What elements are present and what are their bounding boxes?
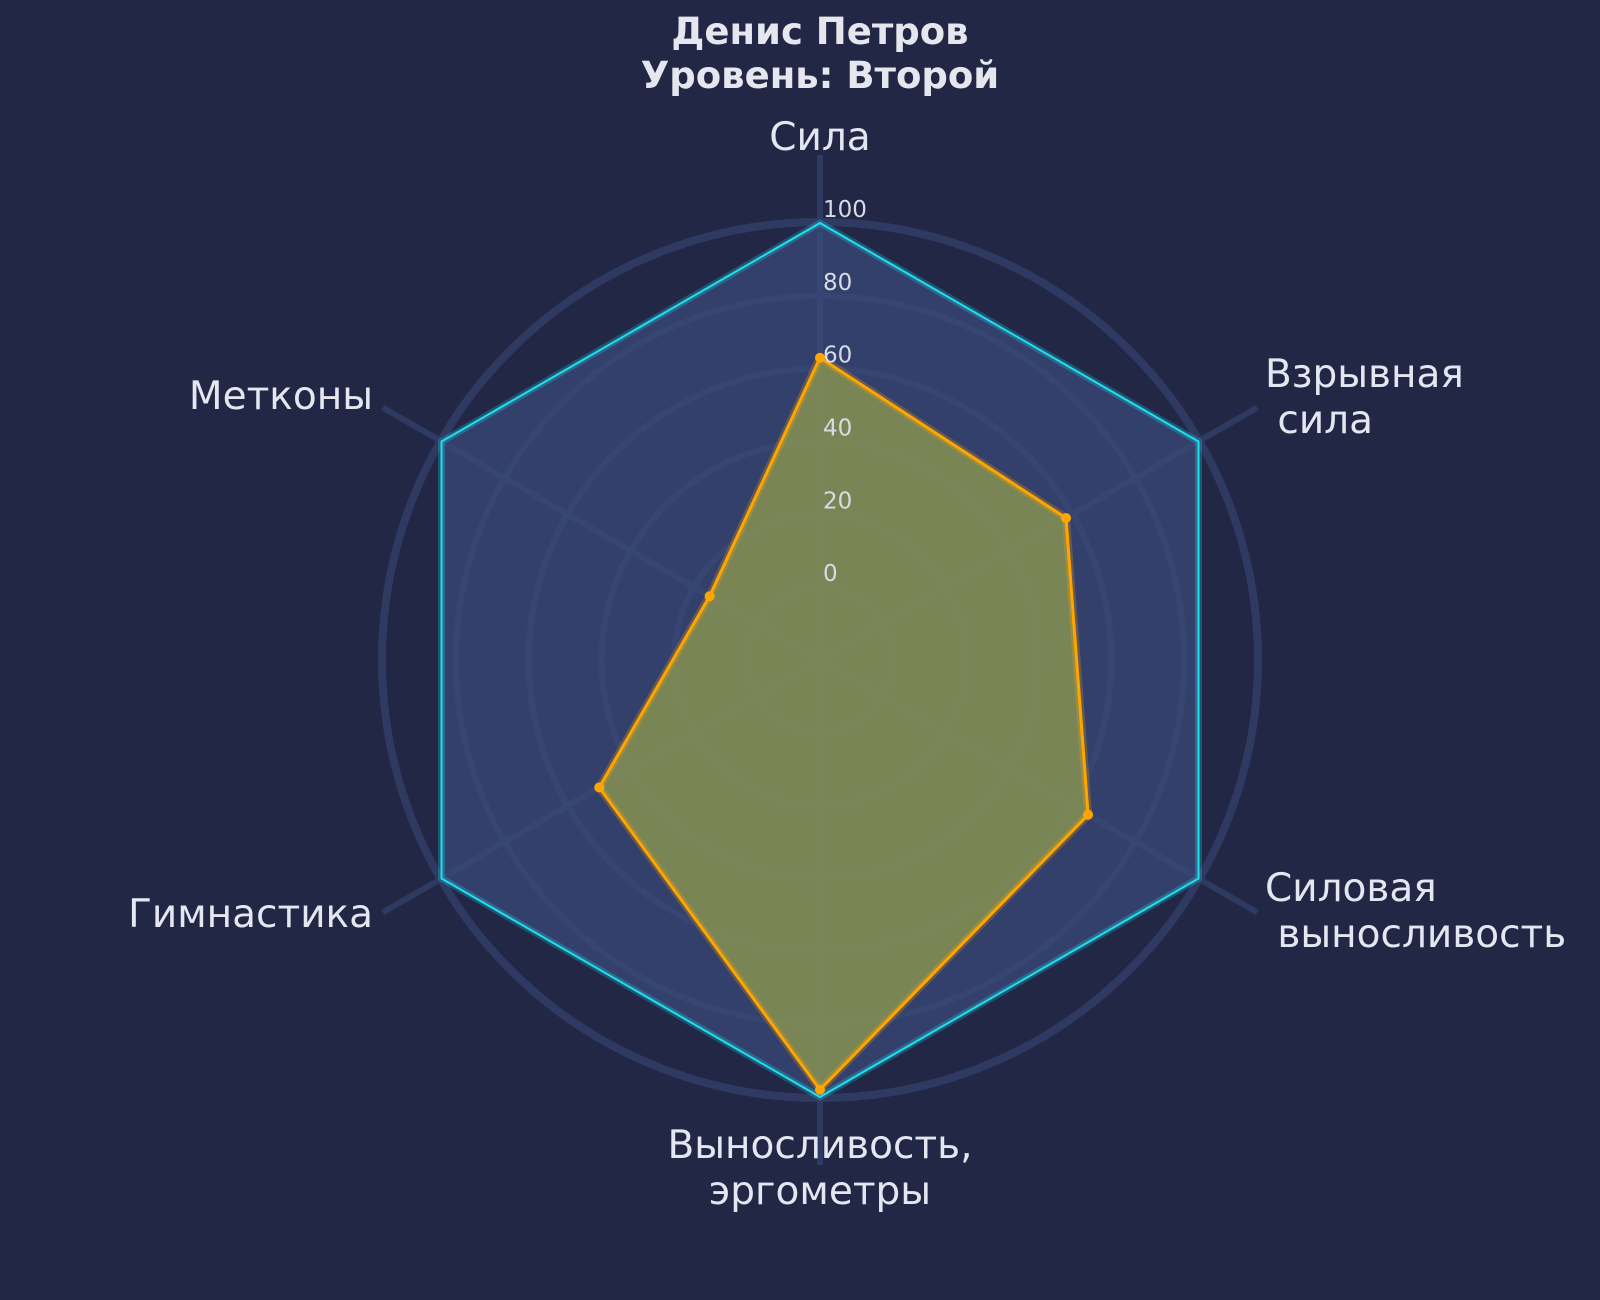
axis-label-1-line-0: Взрывная [1265, 352, 1464, 397]
r-tick-label-0: 0 [823, 561, 838, 587]
axis-label-0: Сила [769, 115, 870, 160]
axis-label-3: Выносливость, эргометры [667, 1123, 972, 1214]
series-1-point-3 [815, 1084, 825, 1095]
r-tick-label-3: 60 [823, 343, 852, 369]
series-1-point-4 [594, 782, 605, 793]
series-1-area [599, 357, 1089, 1090]
axis-label-5: Метконы [189, 374, 373, 419]
series-1-point-2 [1083, 809, 1094, 820]
series-1-point-5 [704, 591, 715, 602]
r-tick-label-4: 80 [823, 270, 852, 296]
axis-label-3-line-0: Выносливость, [667, 1123, 972, 1168]
series-0-line [440, 222, 1200, 1098]
chart-title-level: Уровень: Второй [641, 54, 999, 97]
axis-label-4-line-0: Гимнастика [128, 892, 373, 937]
r-tick-label-5: 100 [823, 197, 867, 223]
axis-label-0-line-0: Сила [769, 115, 870, 160]
r-tick-label-1: 20 [823, 488, 852, 514]
axis-label-5-line-0: Метконы [189, 374, 373, 419]
axis-label-2-line-1: выносливость [1265, 912, 1566, 957]
chart-title-name: Денис Петров [671, 10, 968, 53]
series-1-point-1 [1060, 512, 1071, 523]
axis-label-1: Взрывная сила [1265, 352, 1464, 443]
axis-label-2-line-0: Силовая [1265, 866, 1437, 911]
axis-label-1-line-1: сила [1265, 398, 1373, 443]
r-tick-label-2: 40 [823, 416, 852, 442]
axis-label-4: Гимнастика [128, 892, 373, 937]
series-1-point-0 [815, 352, 825, 363]
axis-label-2: Силовая выносливость [1265, 866, 1566, 957]
axis-label-3-line-1: эргометры [709, 1169, 931, 1214]
